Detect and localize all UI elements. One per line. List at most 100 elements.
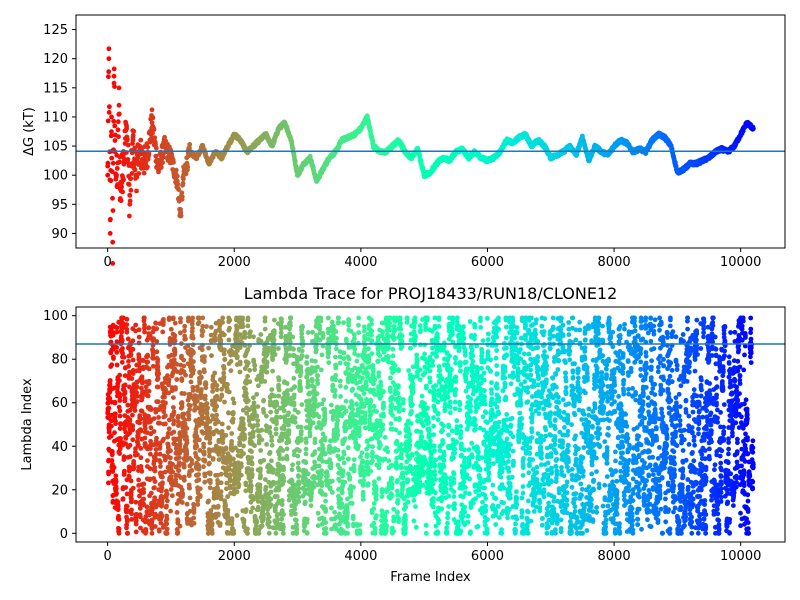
delta-g-point xyxy=(127,201,133,207)
delta-g-point xyxy=(130,132,136,138)
lambda-point xyxy=(134,393,140,399)
lambda-point xyxy=(151,429,157,434)
lambda-point xyxy=(181,357,187,363)
lambda-point xyxy=(139,468,145,474)
delta-g-point xyxy=(428,169,433,175)
lambda-point xyxy=(152,479,158,484)
lambda-point xyxy=(168,508,174,514)
lambda-point xyxy=(258,448,264,453)
lambda-point xyxy=(268,409,273,415)
lambda-point xyxy=(276,487,282,493)
lambda-point xyxy=(116,530,122,536)
delta-g-point xyxy=(263,132,269,137)
lambda-point xyxy=(122,468,127,474)
lambda-point xyxy=(111,465,117,470)
lambda-point xyxy=(175,413,181,419)
delta-g-point xyxy=(675,169,680,175)
lambda-point xyxy=(166,377,172,382)
lambda-point xyxy=(271,331,277,336)
delta-g-point xyxy=(109,155,115,161)
lambda-point xyxy=(221,351,227,357)
delta-g-point xyxy=(108,133,114,139)
lambda-point xyxy=(114,350,120,355)
lambda-point xyxy=(266,519,272,525)
lambda-point xyxy=(231,530,237,536)
delta-g-point xyxy=(117,159,122,165)
delta-g-point xyxy=(390,143,395,149)
lambda-point xyxy=(259,523,265,529)
lambda-point xyxy=(124,329,130,335)
delta-g-point xyxy=(542,143,547,149)
lambda-point xyxy=(164,526,170,532)
lambda-point xyxy=(241,443,246,449)
lambda-point xyxy=(178,330,183,336)
lambda-point xyxy=(207,434,213,440)
lambda-point xyxy=(199,375,204,380)
lambda-point xyxy=(258,474,263,480)
lambda-point xyxy=(242,434,248,440)
lambda-point xyxy=(138,416,144,422)
lambda-point xyxy=(281,512,286,517)
lambda-point xyxy=(209,353,214,358)
lambda-point xyxy=(261,457,267,463)
lambda-point xyxy=(204,324,209,329)
delta-g-point xyxy=(109,129,114,135)
delta-g-point xyxy=(162,134,168,140)
lambda-point xyxy=(198,387,204,392)
lambda-point xyxy=(124,322,130,327)
lambda-point xyxy=(184,451,190,457)
lambda-point xyxy=(176,463,182,468)
lambda-point xyxy=(187,485,192,491)
lambda-point xyxy=(144,504,150,510)
lambda-point xyxy=(152,485,157,490)
lambda-point xyxy=(123,485,129,490)
lambda-point xyxy=(278,334,284,340)
lambda-point xyxy=(273,426,279,432)
y-tick-label: 115 xyxy=(43,81,68,96)
delta-g-point xyxy=(554,152,560,158)
lambda-point xyxy=(125,336,131,342)
lambda-point xyxy=(133,499,139,505)
lambda-point xyxy=(130,437,136,443)
lambda-point xyxy=(203,381,209,387)
lambda-point xyxy=(133,518,139,524)
delta-g-point xyxy=(111,73,117,79)
lambda-point xyxy=(226,337,232,343)
lambda-point xyxy=(159,514,165,520)
delta-g-point xyxy=(523,132,528,137)
lambda-point xyxy=(231,400,237,406)
lambda-point xyxy=(219,421,225,427)
lambda-point xyxy=(248,329,253,334)
lambda-point xyxy=(237,359,243,365)
lambda-point xyxy=(179,404,185,409)
lambda-point xyxy=(207,440,213,446)
lambda-point xyxy=(197,437,202,443)
delta-g-point xyxy=(293,164,299,170)
lambda-point xyxy=(126,363,131,369)
lambda-point xyxy=(132,408,138,413)
lambda-point xyxy=(127,454,133,460)
lambda-point xyxy=(280,456,286,462)
y-tick-label: 110 xyxy=(43,110,68,125)
lambda-point xyxy=(176,468,182,473)
lambda-point xyxy=(166,426,172,432)
lambda-point xyxy=(214,412,220,418)
lambda-point xyxy=(264,369,270,375)
lambda-point xyxy=(207,470,213,476)
delta-g-point xyxy=(421,172,427,178)
lambda-point xyxy=(172,320,178,326)
lambda-point xyxy=(202,369,207,375)
delta-g-point xyxy=(160,160,166,166)
lambda-point xyxy=(262,326,268,332)
lambda-point xyxy=(225,515,231,521)
delta-g-point xyxy=(504,137,509,143)
lambda-point xyxy=(152,524,158,529)
delta-g-point xyxy=(110,160,116,166)
y-tick-label: 105 xyxy=(43,140,68,155)
delta-g-point xyxy=(134,188,139,194)
lambda-point xyxy=(231,456,236,462)
lambda-point xyxy=(172,349,178,355)
lambda-point xyxy=(269,458,274,464)
lambda-point xyxy=(276,382,281,388)
lambda-point xyxy=(156,371,162,377)
